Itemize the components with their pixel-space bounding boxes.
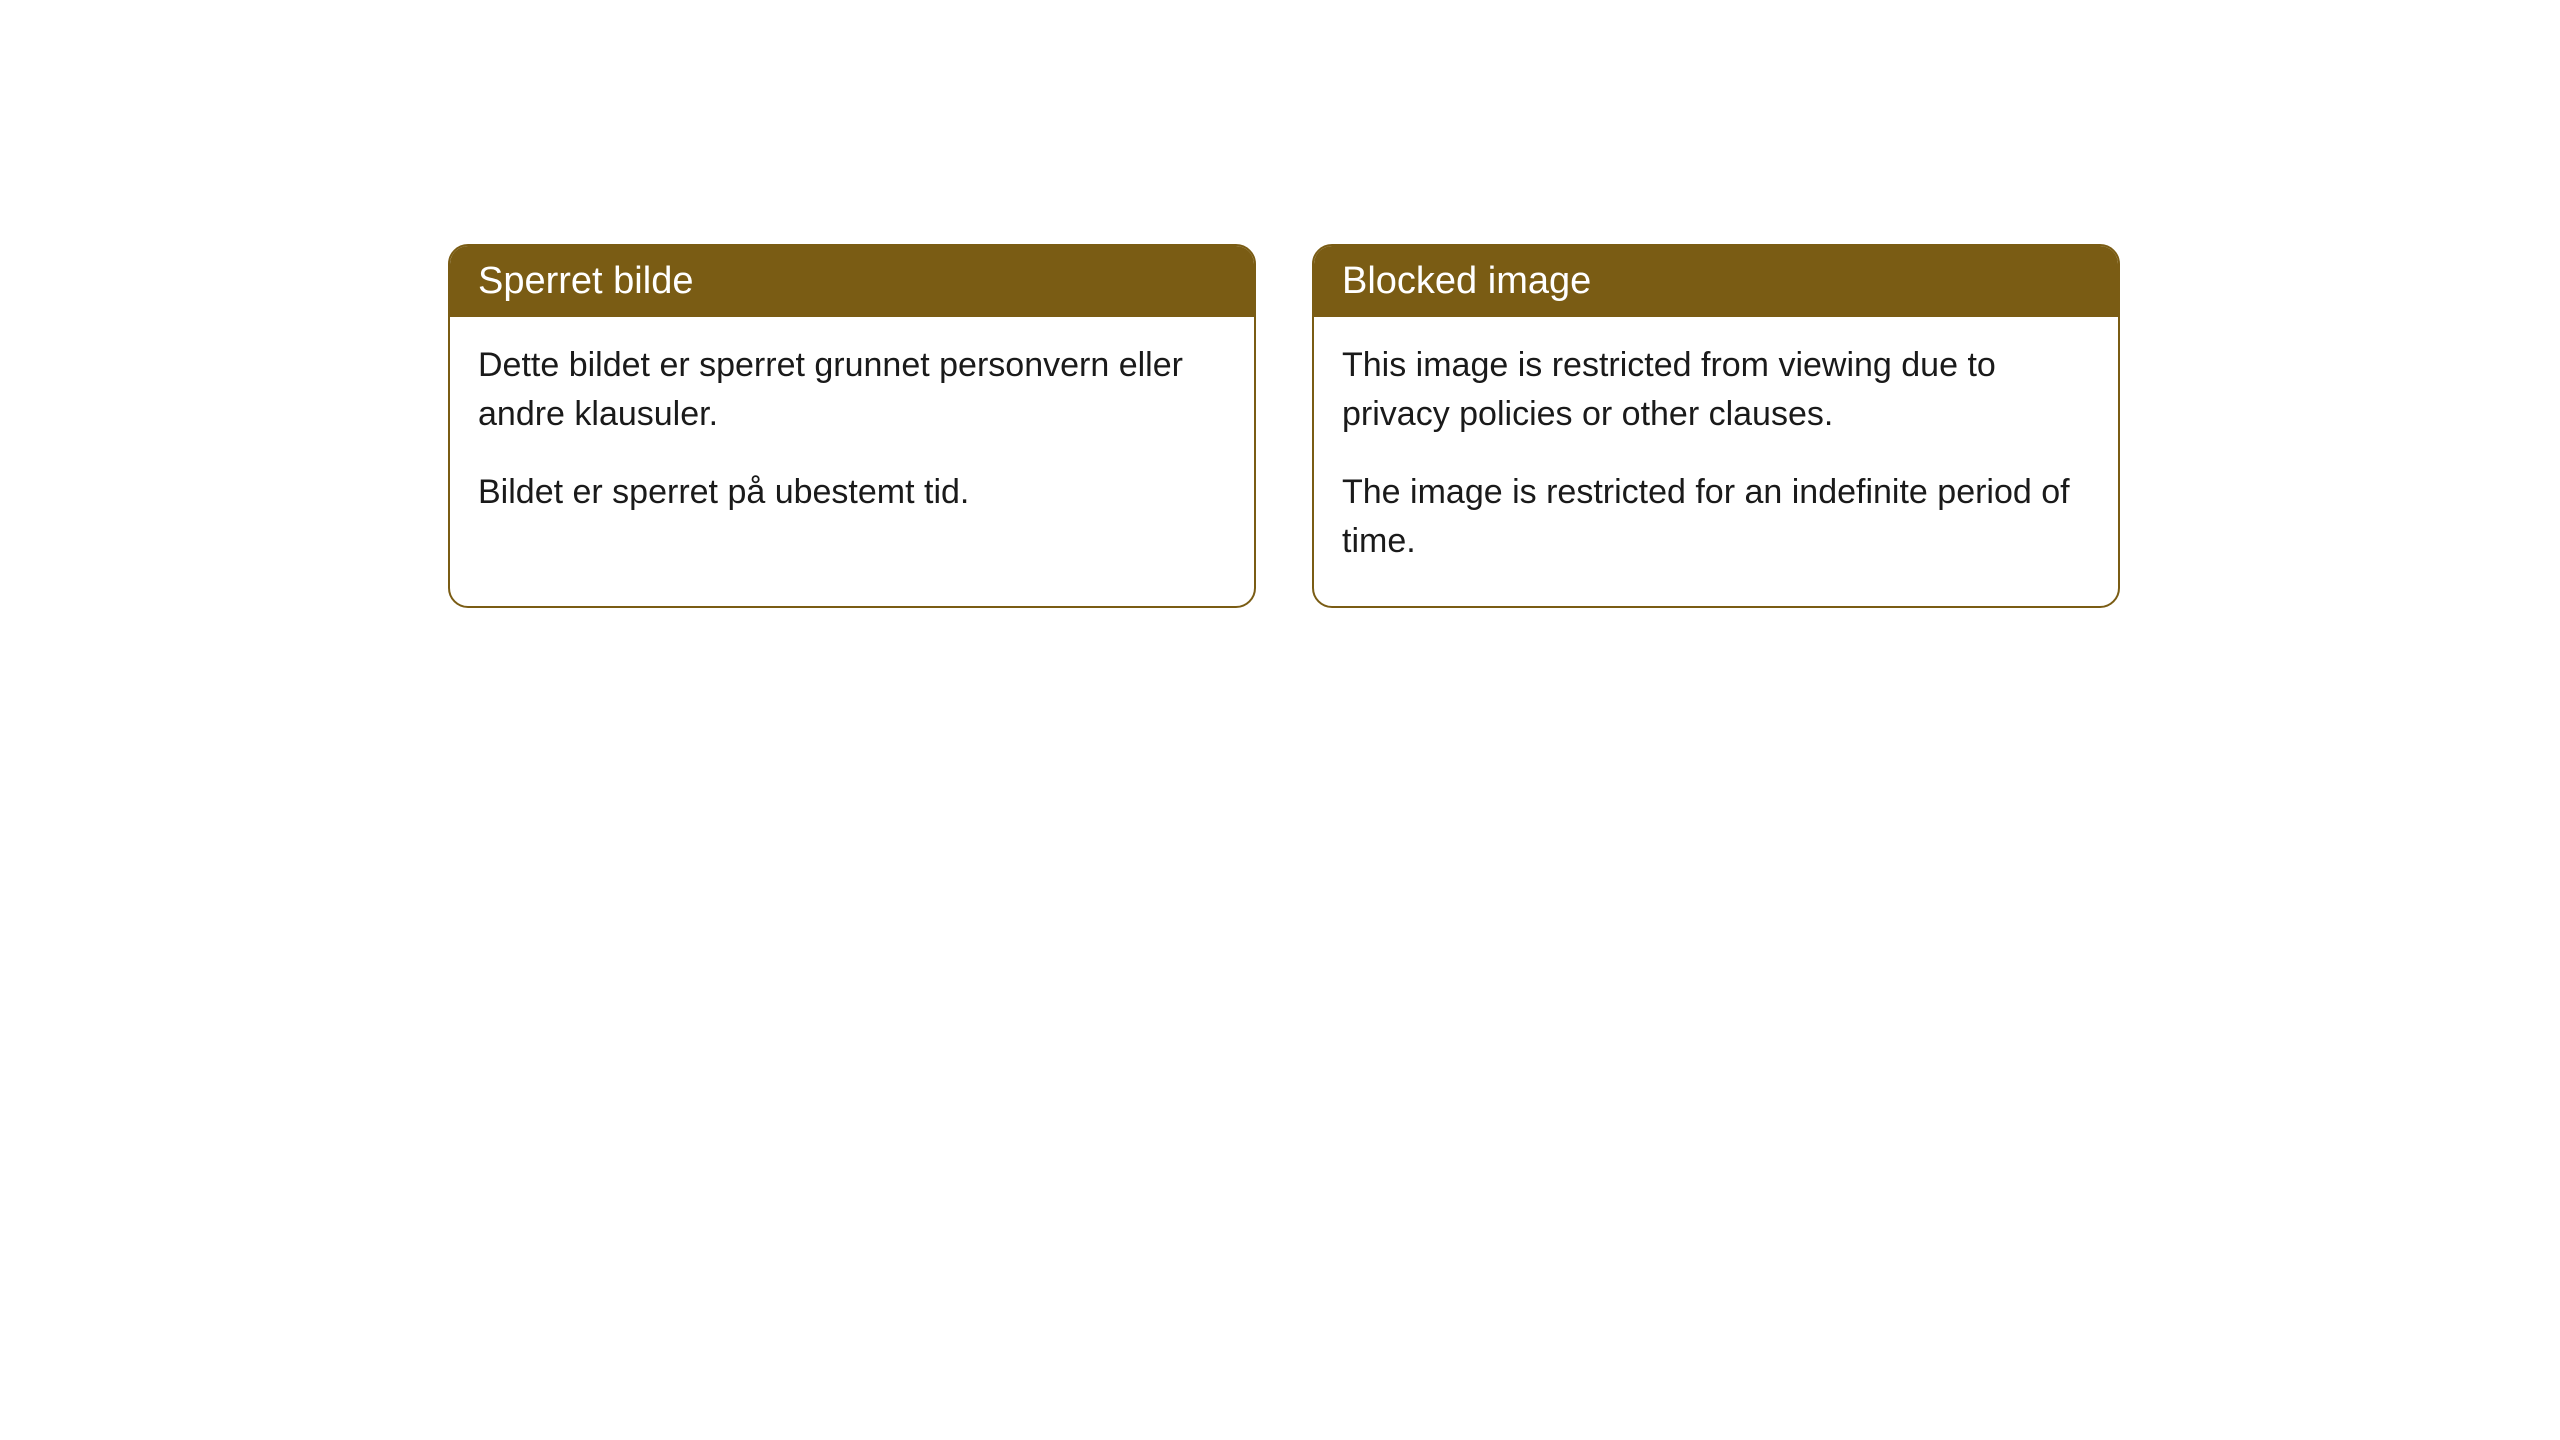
card-header-norwegian: Sperret bilde [450, 246, 1254, 317]
cards-container: Sperret bilde Dette bildet er sperret gr… [448, 244, 2120, 608]
card-body-english: This image is restricted from viewing du… [1314, 317, 2118, 606]
card-english: Blocked image This image is restricted f… [1312, 244, 2120, 608]
card-paragraph: Dette bildet er sperret grunnet personve… [478, 341, 1226, 440]
card-body-norwegian: Dette bildet er sperret grunnet personve… [450, 317, 1254, 557]
card-norwegian: Sperret bilde Dette bildet er sperret gr… [448, 244, 1256, 608]
card-header-english: Blocked image [1314, 246, 2118, 317]
card-paragraph: Bildet er sperret på ubestemt tid. [478, 468, 1226, 517]
card-paragraph: The image is restricted for an indefinit… [1342, 468, 2090, 567]
card-paragraph: This image is restricted from viewing du… [1342, 341, 2090, 440]
